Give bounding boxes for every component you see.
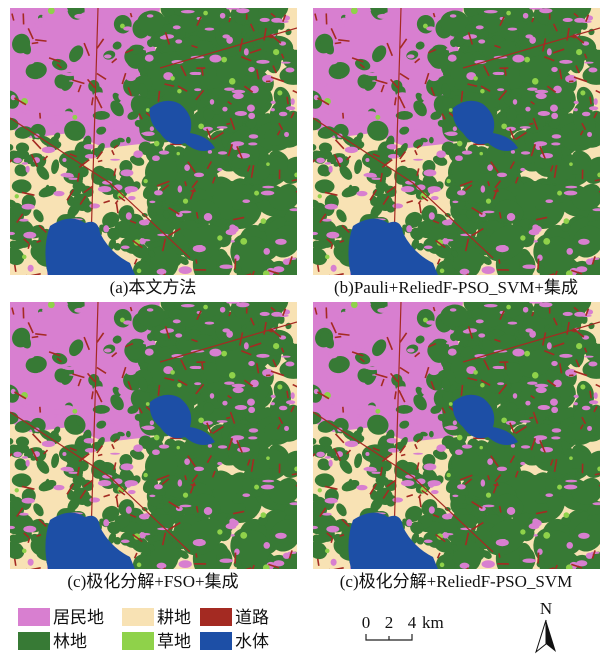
legend-swatch (200, 608, 232, 626)
panel-caption: (c)极化分解+FSO+集成 (67, 572, 238, 591)
legend-swatch (122, 632, 154, 650)
legend-label: 水体 (235, 632, 269, 651)
classification-map (302, 0, 600, 294)
arrow-left (536, 620, 546, 652)
legend-swatch (18, 608, 50, 626)
legend-label: 耕地 (157, 608, 191, 627)
scale-tick: 0 (362, 613, 371, 632)
scale-tick: 2 (385, 613, 394, 632)
legend-label: 居民地 (53, 608, 104, 627)
classification-map (0, 0, 311, 294)
legend-swatch (200, 632, 232, 650)
scale-line (366, 634, 412, 640)
panel-caption: (b)Pauli+ReliedF-PSO_SVM+集成 (334, 278, 578, 297)
arrow-right (546, 620, 556, 652)
classification-map (302, 284, 600, 588)
scale-unit: km (422, 613, 444, 632)
north-label: N (540, 599, 552, 618)
figure: (a)本文方法 (b)Pauli+ReliedF-PSO_SVM+集成 (c)极化分… (0, 0, 600, 656)
panel-caption: (c)极化分解+ReliedF-PSO_SVM (340, 572, 572, 591)
legend-label: 草地 (157, 632, 191, 651)
scale-bar: 0 2 4 km (362, 613, 444, 640)
legend-swatch (122, 608, 154, 626)
legend-swatch (18, 632, 50, 650)
north-arrow: N (536, 599, 556, 652)
legend-label: 林地 (53, 632, 87, 651)
panel-caption: (a)本文方法 (110, 278, 197, 297)
legend-label: 道路 (235, 608, 269, 627)
scale-tick: 4 (408, 613, 417, 632)
classification-map (0, 284, 311, 588)
